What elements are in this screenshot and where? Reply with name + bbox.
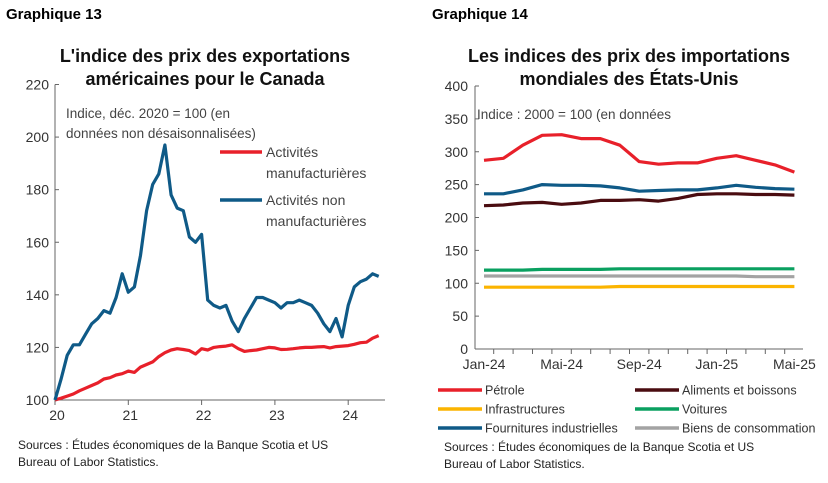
x-tick-label: 24 <box>342 407 358 423</box>
series-line <box>483 192 795 208</box>
x-tick-label: Jan-25 <box>695 356 738 372</box>
y-tick-label: 120 <box>26 339 50 355</box>
source-line: Bureau of Labor Statistics. <box>444 457 585 471</box>
series-line <box>484 183 795 196</box>
chart2-source: Sources : Études économiques de la Banqu… <box>444 439 754 473</box>
chart1-subtitle: Indice, déc. 2020 = 100 (en <box>66 106 230 121</box>
legend-label: Aliments et boissons <box>682 384 797 398</box>
series-line <box>484 267 795 272</box>
y-tick-label: 400 <box>445 78 469 94</box>
source-line: Sources : Études économiques de la Banqu… <box>444 440 755 454</box>
y-tick-label: 180 <box>26 182 50 198</box>
x-tick-label: Sep-24 <box>617 356 662 372</box>
chart2-title: Les indices des prix des importations mo… <box>430 45 828 91</box>
x-tick-label: 23 <box>269 407 285 423</box>
series-line-non-manufacturieres <box>53 143 380 401</box>
series-line <box>484 284 795 289</box>
chart2-plot: 0 50 100 150 200 250 300 350 400 Jan-24 Mai-24 Sep-… <box>438 78 816 436</box>
legend-label: Biens de consommation <box>682 422 815 436</box>
x-tick-label: 20 <box>49 407 65 423</box>
chart2-title-line: Les indices des prix des importations <box>467 46 791 66</box>
legend-label: Infrastructures <box>485 403 565 417</box>
legend-label: manufacturières <box>266 213 366 229</box>
y-tick-label: 100 <box>445 275 469 291</box>
x-tick-label: 21 <box>123 407 139 423</box>
x-tick-label: Jan-24 <box>463 356 506 372</box>
legend-label: Activités non <box>266 192 345 208</box>
legend-label: Activités <box>266 144 318 160</box>
legend-label: Pétrole <box>485 384 525 398</box>
chart2-title-line: mondiales des États-Unis <box>519 69 739 89</box>
y-tick-label: 140 <box>26 287 50 303</box>
y-tick-label: 50 <box>452 308 468 324</box>
y-tick-label: 300 <box>445 144 469 160</box>
series-line-manufacturieres <box>54 334 380 402</box>
chart1-plot: 100 120 140 160 180 200 220 20 21 22 23 24 Activités… <box>26 77 385 423</box>
legend-label: manufacturières <box>266 165 366 181</box>
y-tick-label: 200 <box>445 210 469 226</box>
y-tick-label: 220 <box>26 77 50 93</box>
source-line: Sources : Études économiques de la Banqu… <box>18 438 329 452</box>
x-tick-label: 22 <box>196 407 212 423</box>
chart1-title: L'indice des prix des exportations améri… <box>59 46 351 89</box>
x-tick-label: Mai-24 <box>540 356 583 372</box>
y-tick-label: 350 <box>445 111 469 127</box>
chart1-subtitle: données non désaisonnalisées) <box>66 126 256 141</box>
y-tick-label: 250 <box>445 177 469 193</box>
chart2-subtitle: Indice : 2000 = 100 (en données <box>477 107 671 122</box>
source-line: Bureau of Labor Statistics. <box>18 455 159 469</box>
chart1-label: Graphique 13 <box>6 6 102 23</box>
chart2-label: Graphique 14 <box>432 6 528 23</box>
x-tick-label: Mai-25 <box>773 356 816 372</box>
legend-label: Fournitures industrielles <box>485 422 618 436</box>
series-line <box>483 133 795 174</box>
y-tick-label: 160 <box>26 234 50 250</box>
y-tick-label: 100 <box>26 392 50 408</box>
y-tick-label: 150 <box>445 242 469 258</box>
chart1-source: Sources : Études économiques de la Banqu… <box>18 437 328 471</box>
y-tick-label: 0 <box>460 341 468 357</box>
series-line <box>484 274 795 279</box>
legend-label: Voitures <box>682 403 727 417</box>
y-tick-label: 200 <box>26 129 50 145</box>
